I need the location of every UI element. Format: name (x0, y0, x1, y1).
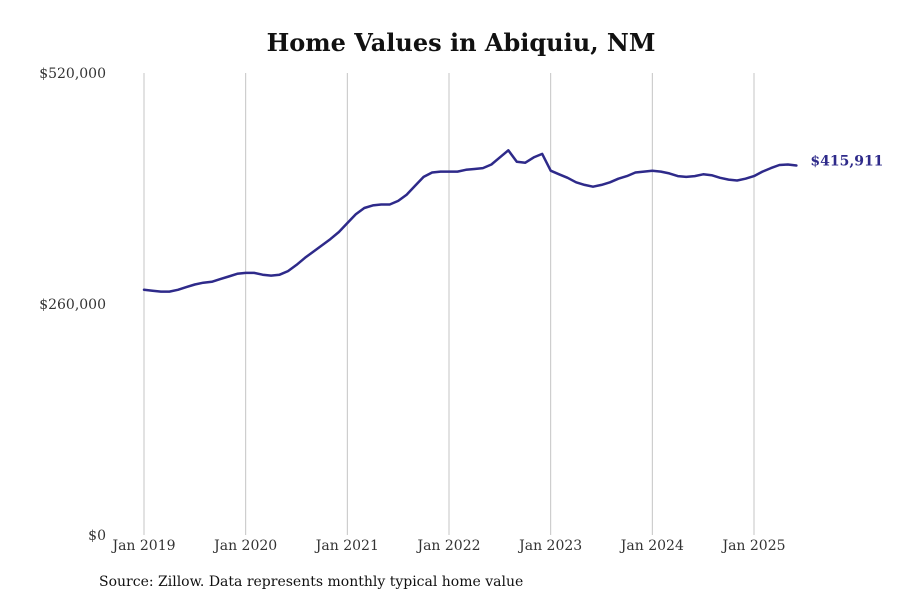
x-tick-label: Jan 2023 (517, 538, 582, 554)
source-note: Source: Zillow. Data represents monthly … (99, 574, 524, 590)
x-tick-label: Jan 2020 (212, 538, 277, 554)
gridlines (143, 73, 755, 535)
y-axis: $0 $260,000 $520,000 (39, 66, 106, 544)
x-tick-label: Jan 2024 (619, 538, 684, 554)
y-tick-label: $0 (88, 528, 106, 544)
series-line (142, 149, 798, 293)
x-tick-label: Jan 2021 (314, 538, 379, 554)
x-tick-label: Jan 2025 (720, 538, 785, 554)
y-tick-label: $520,000 (39, 66, 106, 82)
y-tick-label: $260,000 (39, 297, 106, 313)
end-value-label: $415,911 (810, 153, 883, 169)
x-tick-label: Jan 2022 (415, 538, 480, 554)
chart-title: Home Values in Abiquiu, NM (266, 28, 656, 57)
x-tick-label: Jan 2019 (110, 538, 175, 554)
x-axis: Jan 2019 Jan 2020 Jan 2021 Jan 2022 Jan 2023… (110, 538, 785, 554)
